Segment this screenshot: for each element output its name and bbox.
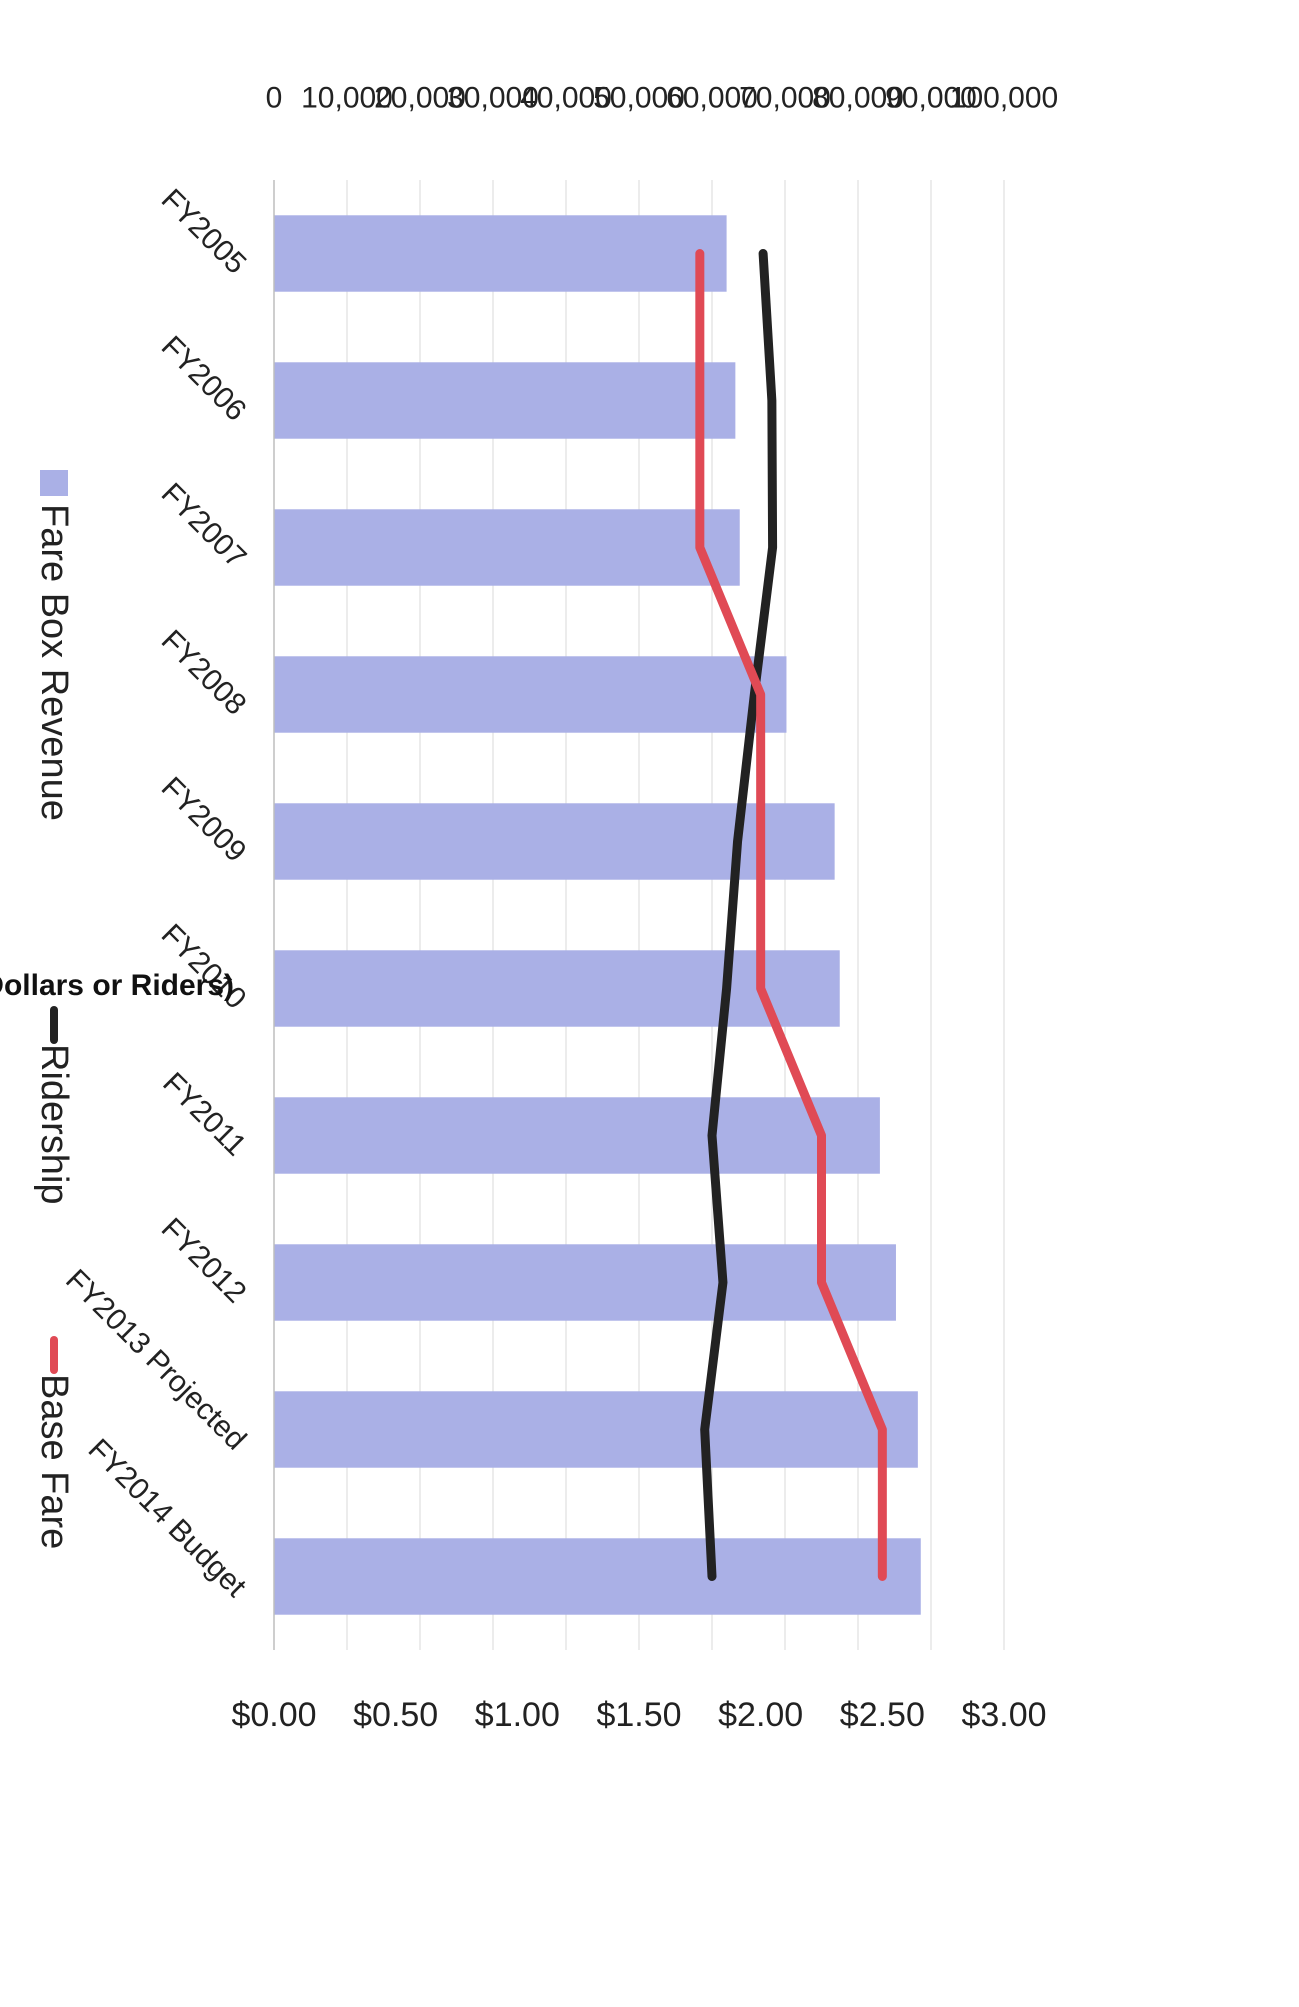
line-ridership [700,249,778,1581]
y2-tick-label: $1.00 [475,1696,560,1734]
bar [274,803,835,880]
category-label: FY2011 [156,1066,252,1162]
y-tick-label: 30,000 [447,82,539,115]
bar [273,1244,896,1321]
bar [273,1097,880,1174]
y-tick-label: 100,000 [950,82,1058,115]
rotated-chart-group: 0 10,00020,00030,00040,00050,00060,00070,… [0,82,1058,1735]
y-tick-label: 80,000 [812,82,904,115]
y2-tick-label: $0.00 [231,1696,316,1734]
category-label: FY2014 Budget [82,1433,253,1604]
bar [274,362,736,439]
category-label: FY2008 [155,624,253,722]
category-label: FY2007 [155,477,253,575]
y-tick-label: 0 [266,82,283,115]
y-tick-label: 10,000 [301,82,393,115]
bar [273,1538,921,1615]
y-tick-label: 90,000 [885,82,977,115]
category-label: FY2009 [155,771,253,869]
category-label: FY2005 [155,183,253,281]
line-base-fare [695,249,887,1581]
bar-series-fare-box-revenue [273,215,921,1615]
y2-tick-label: $0.50 [353,1696,438,1734]
bar [274,1391,918,1468]
y-tick-label: 70,000 [739,82,831,115]
y2-tick-label: $2.50 [840,1696,925,1734]
category-label: FY2006 [155,330,253,428]
bar [274,509,740,586]
y-axis-title: Thousands (Dollars or Riders) [0,969,234,1002]
bar [274,950,840,1027]
y-tick-label: 50,000 [593,82,685,115]
legend-label: Ridership [33,1044,75,1205]
y2-tick-label: $3.00 [961,1696,1046,1734]
legend-label: Fare Box Revenue [33,504,75,821]
legend-swatch [40,470,68,496]
y2-tick-label: $2.00 [718,1696,803,1734]
legend-label: Base Fare [33,1374,75,1549]
y-tick-label: 40,000 [520,82,612,115]
bar [274,656,787,733]
y-tick-label: 60,000 [666,82,758,115]
y-tick-label: 20,000 [374,82,466,115]
line-series [695,249,887,1581]
bar [273,215,727,292]
legend: Fare Box Revenue Ridership Base Fare [33,470,75,1549]
axes: 0 10,00020,00030,00040,00050,00060,00070,… [59,82,1058,1735]
y2-tick-label: $1.50 [596,1696,681,1734]
category-label: FY2012 [155,1212,253,1310]
